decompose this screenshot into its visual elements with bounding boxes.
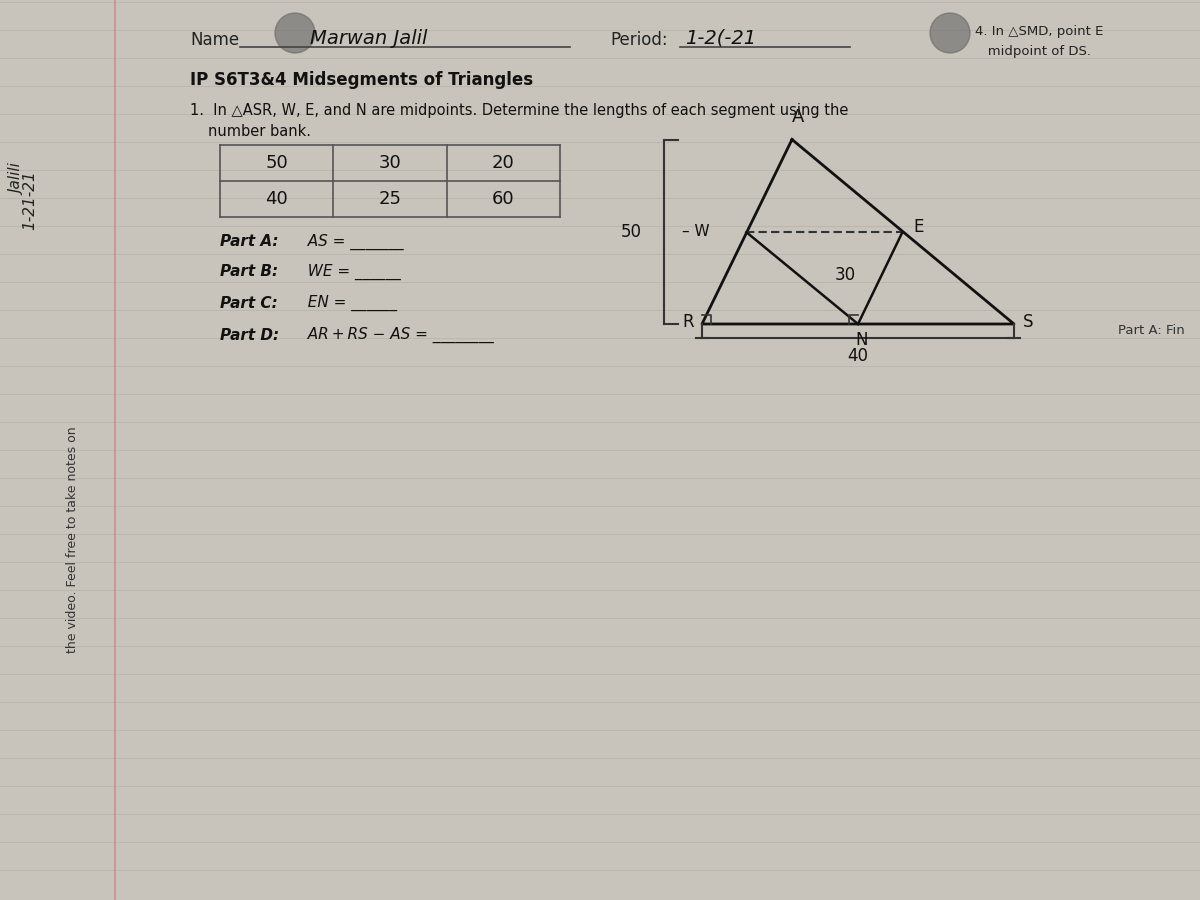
Text: 30: 30 [379,154,401,172]
Text: 50: 50 [265,154,288,172]
Text: 40: 40 [265,190,288,208]
Text: 25: 25 [378,190,402,208]
Text: Part A: Fin: Part A: Fin [1118,323,1186,337]
Text: S: S [1022,313,1033,331]
Text: – W: – W [682,224,709,239]
Text: Part B:: Part B: [220,265,278,280]
Text: A: A [792,107,804,125]
Text: 50: 50 [622,223,642,240]
Text: number bank.: number bank. [208,124,311,140]
Text: Name: Name [190,31,239,49]
Text: AS = _______: AS = _______ [298,234,403,250]
Text: midpoint of DS.: midpoint of DS. [974,46,1091,58]
Text: Marwan Jalil: Marwan Jalil [310,29,427,48]
Text: 1-2(-21: 1-2(-21 [685,29,756,48]
Circle shape [930,13,970,53]
Text: N: N [856,331,869,349]
Text: Part A:: Part A: [220,235,278,249]
Text: Part D:: Part D: [220,328,280,343]
Text: WE = ______: WE = ______ [298,264,401,280]
Text: EN = ______: EN = ______ [298,295,397,311]
Text: Part C:: Part C: [220,295,277,310]
Text: E: E [913,218,924,236]
Text: R: R [682,313,694,331]
Text: 20: 20 [492,154,515,172]
Text: IP S6T3&4 Midsegments of Triangles: IP S6T3&4 Midsegments of Triangles [190,71,533,89]
Circle shape [275,13,314,53]
Text: 40: 40 [847,347,869,365]
Text: 30: 30 [835,266,856,284]
Text: 60: 60 [492,190,515,208]
Text: AR + RS − AS = ________: AR + RS − AS = ________ [298,327,493,343]
Text: 4. In △SMD, point E: 4. In △SMD, point E [974,25,1103,39]
Text: 1-21-21: 1-21-21 [23,170,37,230]
Text: 1.  In △ASR, W, E, and N are midpoints. Determine the lengths of each segment us: 1. In △ASR, W, E, and N are midpoints. D… [190,103,848,118]
Text: the video. Feel free to take notes on: the video. Feel free to take notes on [66,427,78,653]
Text: Jalili: Jalili [11,165,25,195]
Text: Period:: Period: [610,31,667,49]
